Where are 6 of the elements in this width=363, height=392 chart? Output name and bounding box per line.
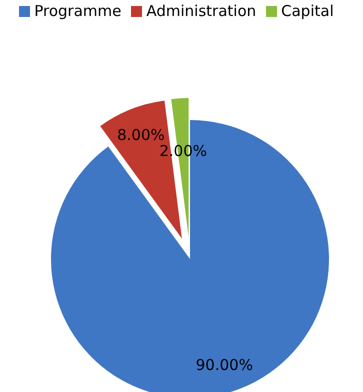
data-label: 8.00% xyxy=(117,126,165,144)
data-label: 90.00% xyxy=(196,356,253,374)
legend-label: Capital xyxy=(281,2,334,20)
legend-label: Administration xyxy=(146,2,256,20)
legend-label: Programme xyxy=(34,2,122,20)
data-label: 2.00% xyxy=(159,142,208,160)
